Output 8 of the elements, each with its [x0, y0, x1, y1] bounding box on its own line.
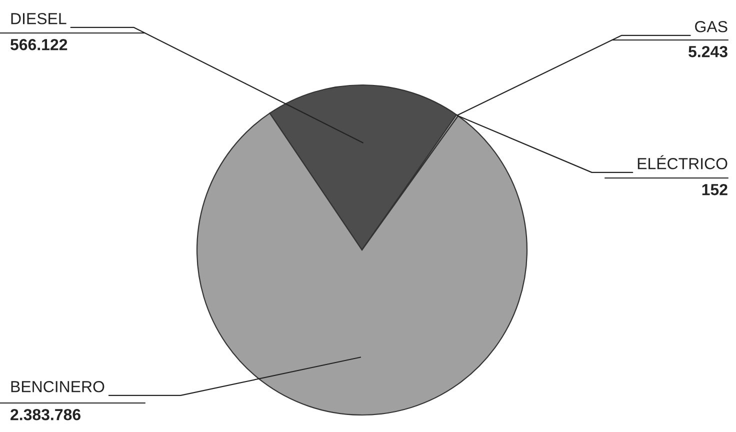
slice-label: ELÉCTRICO — [638, 155, 728, 170]
data-label: 5.243 — [688, 46, 728, 58]
slice-label: GAS — [695, 20, 728, 32]
data-label: 152 — [702, 184, 728, 196]
slice-label: BENCINERO — [11, 380, 104, 392]
slice-label: DIESEL — [11, 12, 66, 24]
data-label: 2.383.786 — [10, 408, 80, 420]
data-label: 566.122 — [10, 38, 68, 50]
